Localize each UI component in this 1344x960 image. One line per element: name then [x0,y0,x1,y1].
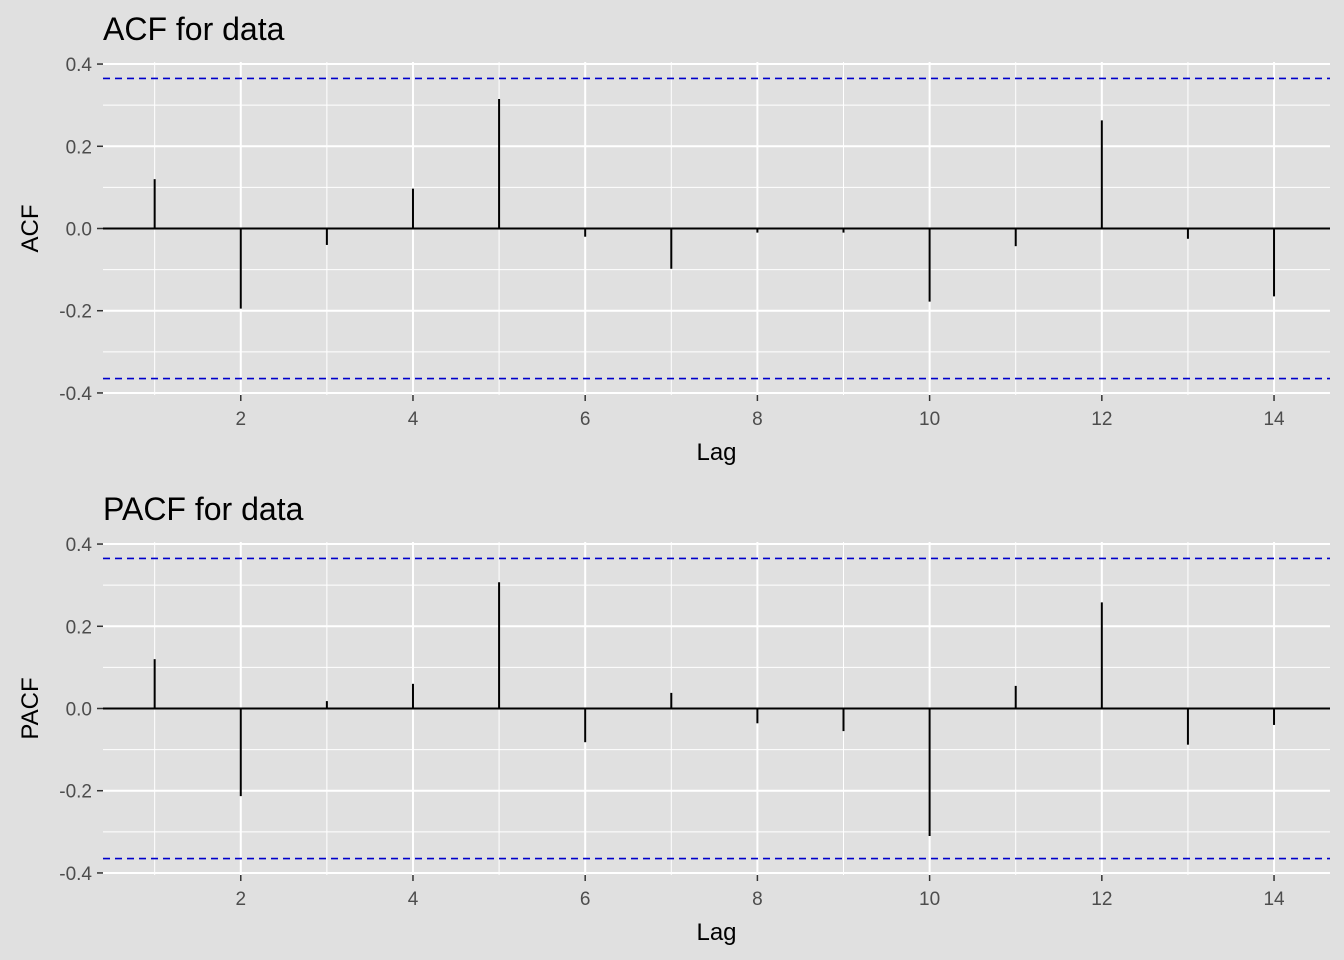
pacf-x-axis-label: Lag [696,919,736,946]
pacf-x-axis: 2 4 6 8 10 12 14 [235,875,1285,910]
pacf-y-axis-label: PACF [17,677,44,739]
acf-x-tick-label: 8 [752,409,763,430]
pacf-x-tick-label: 12 [1091,889,1112,910]
pacf-x-tick-label: 4 [408,889,419,910]
acf-panel: ACF for data -0.4 -0.2 0.0 0.2 0.4 2 4 6 8 10 12 14 L… [17,11,1330,466]
acf-x-tick-label: 6 [580,409,591,430]
pacf-y-tick-label: -0.4 [59,864,92,885]
pacf-y-axis: -0.4 -0.2 0.0 0.2 0.4 [59,535,103,885]
acf-x-tick-label: 14 [1263,409,1285,430]
acf-title: ACF for data [103,11,285,47]
pacf-x-tick-label: 2 [235,889,246,910]
pacf-y-tick-label: 0.4 [66,535,93,556]
acf-x-tick-label: 10 [919,409,940,430]
acf-y-tick-label: -0.2 [59,302,92,323]
acf-x-tick-label: 2 [235,409,246,430]
pacf-x-tick-label: 6 [580,889,591,910]
acf-y-tick-label: 0.2 [66,137,92,158]
pacf-x-tick-label: 10 [919,889,940,910]
acf-y-tick-label: -0.4 [59,384,92,405]
acf-y-axis-label: ACF [17,205,44,253]
acf-y-axis: -0.4 -0.2 0.0 0.2 0.4 [59,55,103,405]
pacf-bars [153,582,1276,836]
pacf-panel: PACF for data -0.4 -0.2 0.0 0.2 0.4 2 4 6 8 10 12 14… [17,491,1330,946]
pacf-y-tick-label: 0.0 [66,700,92,721]
acf-y-tick-label: 0.4 [66,55,93,76]
pacf-title: PACF for data [103,491,304,527]
pacf-y-tick-label: 0.2 [66,617,92,638]
acf-x-tick-label: 12 [1091,409,1112,430]
acf-bars [153,99,1276,309]
pacf-x-tick-label: 14 [1263,889,1285,910]
acf-x-tick-label: 4 [408,409,419,430]
acf-y-tick-label: 0.0 [66,220,92,241]
acf-x-axis: 2 4 6 8 10 12 14 [235,395,1285,430]
pacf-x-tick-label: 8 [752,889,763,910]
acf-x-axis-label: Lag [696,439,736,466]
pacf-y-tick-label: -0.2 [59,782,92,803]
